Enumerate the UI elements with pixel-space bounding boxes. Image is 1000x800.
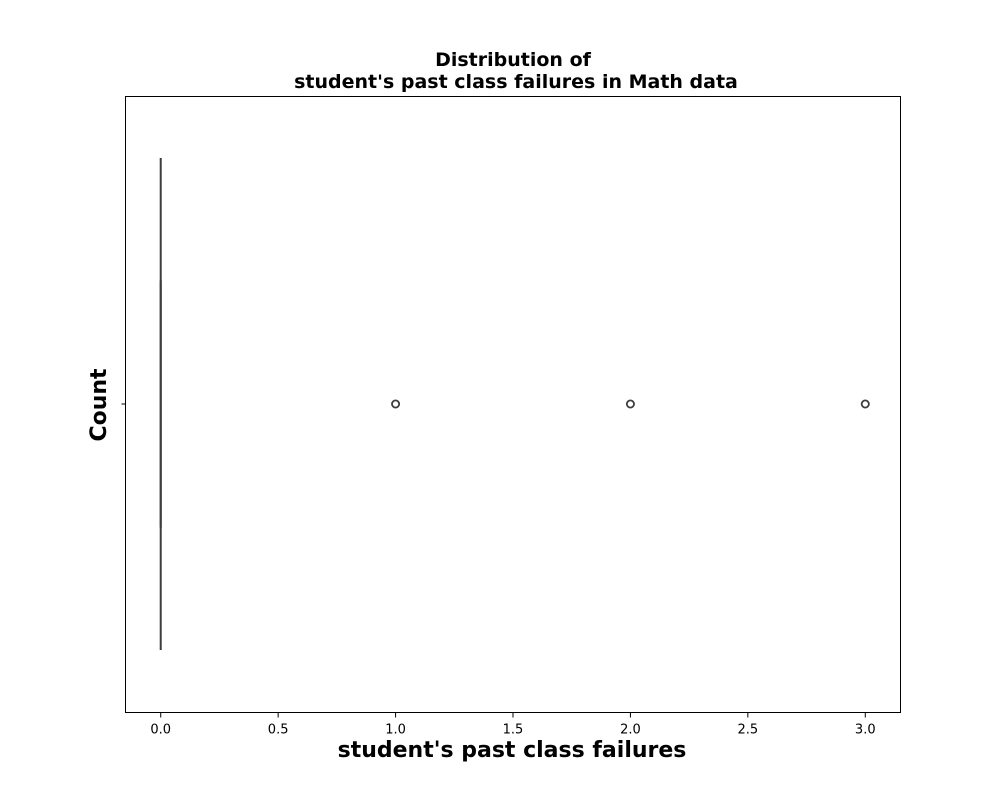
x-tick-label: 2.5 bbox=[738, 723, 759, 738]
chart-title-line1: Distribution of bbox=[435, 49, 592, 71]
x-axis-label: student's past class failures bbox=[338, 738, 687, 763]
x-tick-label: 2.0 bbox=[620, 723, 641, 738]
outlier-group bbox=[391, 399, 870, 409]
x-tick-label: 0.0 bbox=[150, 723, 171, 738]
y-axis-label: Count bbox=[87, 368, 112, 442]
x-tick-label: 0.5 bbox=[268, 723, 289, 738]
x-axis-ticks: 0.0 0.5 1.0 1.5 2.0 2.5 3.0 bbox=[150, 712, 876, 738]
x-tick-label: 1.5 bbox=[503, 723, 524, 738]
outlier-point bbox=[391, 399, 401, 409]
outlier-point bbox=[625, 399, 635, 409]
x-tick-label: 1.0 bbox=[385, 723, 406, 738]
x-tick-label: 3.0 bbox=[855, 723, 876, 738]
chart-title-line2: student's past class failures in Math da… bbox=[294, 71, 738, 93]
outlier-point bbox=[860, 399, 870, 409]
